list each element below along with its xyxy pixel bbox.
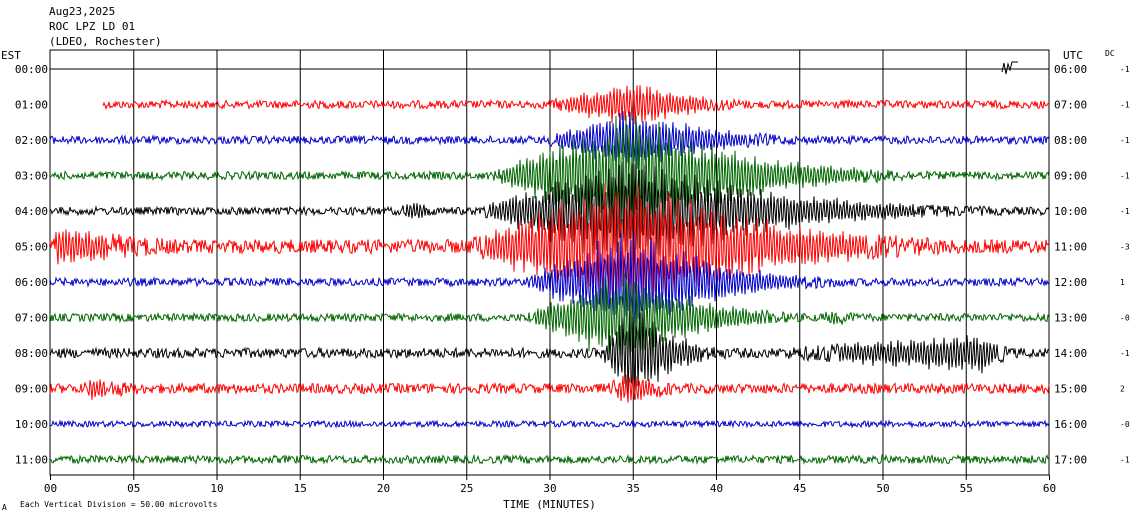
row-label-est-1: 01:00: [15, 99, 48, 112]
row-dc-11: -1: [1120, 456, 1130, 465]
x-tick-label-10: 10: [210, 482, 223, 495]
right-timezone-label: UTC: [1063, 49, 1083, 62]
trace-row-6: [49, 230, 1050, 338]
x-tick-label-30: 30: [543, 482, 556, 495]
x-tick-label-60: 60: [1043, 482, 1056, 495]
row-dc-7: -0: [1120, 314, 1130, 323]
row-label-est-2: 02:00: [15, 134, 48, 147]
x-tick-label-20: 20: [377, 482, 390, 495]
row-label-est-11: 11:00: [15, 454, 48, 467]
row-label-est-0: 00:00: [15, 63, 48, 76]
row-dc-2: -1: [1120, 136, 1130, 145]
network-name: (LDEO, Rochester): [49, 35, 162, 48]
row-label-utc-5: 11:00: [1054, 241, 1087, 254]
trace-row-2: [49, 111, 1050, 170]
row-dc-1: -1: [1120, 101, 1130, 110]
trace-row-8: [49, 309, 1050, 400]
x-tick-label-55: 55: [960, 482, 973, 495]
row-label-est-3: 03:00: [15, 170, 48, 183]
scale-glyph-icon: [1001, 61, 1018, 75]
corner-mark: A: [2, 503, 7, 512]
row-label-est-6: 06:00: [15, 276, 48, 289]
x-axis-title: TIME (MINUTES): [503, 498, 596, 511]
x-tick-label-35: 35: [627, 482, 640, 495]
row-label-est-5: 05:00: [15, 241, 48, 254]
station-code: ROC LPZ LD 01: [49, 20, 136, 33]
left-timezone-label: EST: [1, 49, 21, 62]
x-tick-label-00: 00: [44, 482, 57, 495]
row-label-utc-7: 13:00: [1054, 312, 1087, 325]
x-tick-label-05: 05: [127, 482, 140, 495]
trace-row-10: [49, 419, 1050, 429]
x-tick-label-40: 40: [710, 482, 723, 495]
x-tick-label-50: 50: [876, 482, 889, 495]
row-dc-0: -1: [1120, 65, 1130, 74]
row-dc-3: -1: [1120, 172, 1130, 181]
row-label-utc-3: 09:00: [1054, 170, 1087, 183]
row-dc-5: -3: [1120, 243, 1130, 252]
scale-note: Each Vertical Division = 50.00 microvolt…: [20, 500, 218, 509]
trace-row-1: [102, 85, 1050, 125]
trace-row-7: [49, 273, 1050, 360]
trace-row-5: [49, 183, 1050, 314]
row-label-est-7: 07:00: [15, 312, 48, 325]
x-tick-label-15: 15: [294, 482, 307, 495]
row-dc-4: -1: [1120, 207, 1130, 216]
row-label-est-8: 08:00: [15, 347, 48, 360]
row-label-utc-8: 14:00: [1054, 347, 1087, 360]
row-label-utc-10: 16:00: [1054, 418, 1087, 431]
row-dc-10: -0: [1120, 420, 1130, 429]
record-date: Aug23,2025: [49, 5, 116, 18]
row-dc-8: -1: [1120, 349, 1130, 358]
row-label-utc-6: 12:00: [1054, 276, 1087, 289]
trace-row-4: [49, 162, 1050, 257]
row-label-utc-11: 17:00: [1054, 454, 1087, 467]
trace-row-3: [49, 115, 1050, 238]
row-dc-9: 2: [1120, 385, 1125, 394]
trace-row-11: [49, 453, 1050, 466]
row-label-est-4: 04:00: [15, 205, 48, 218]
x-tick-label-45: 45: [793, 482, 806, 495]
row-label-est-10: 10:00: [15, 418, 48, 431]
trace-row-9: [49, 374, 1050, 403]
row-label-utc-1: 07:00: [1054, 99, 1087, 112]
row-label-utc-2: 08:00: [1054, 134, 1087, 147]
dc-offset-header: DC: [1105, 49, 1115, 58]
row-label-est-9: 09:00: [15, 383, 48, 396]
row-label-utc-4: 10:00: [1054, 205, 1087, 218]
x-tick-label-25: 25: [460, 482, 473, 495]
row-dc-6: 1: [1120, 278, 1125, 287]
row-label-utc-9: 15:00: [1054, 383, 1087, 396]
row-label-utc-0: 06:00: [1054, 63, 1087, 76]
